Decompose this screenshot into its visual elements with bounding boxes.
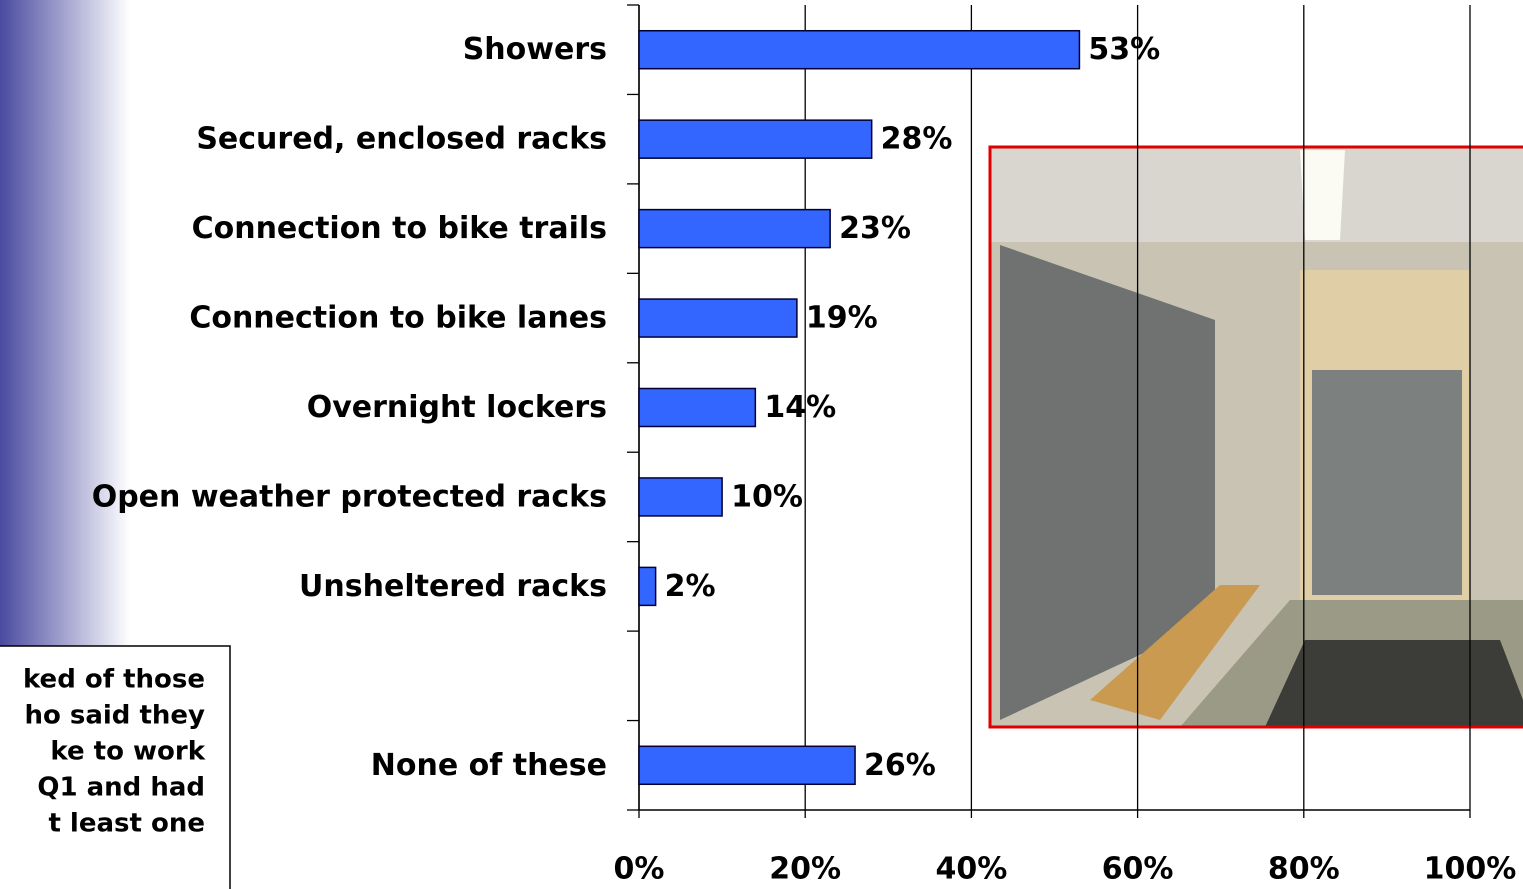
x-tick-label: 40% xyxy=(935,852,1007,887)
bar xyxy=(639,389,755,427)
bar xyxy=(639,567,656,605)
x-tick-label: 0% xyxy=(614,852,665,887)
note-line: Q1 and had xyxy=(37,773,205,803)
y-tick-label: None of these xyxy=(371,748,607,783)
bar xyxy=(639,120,872,158)
note-text: ked of those ho said they ke to work Q1 and… xyxy=(23,665,206,839)
bar xyxy=(639,746,855,784)
y-tick-label: Showers xyxy=(463,32,607,67)
note-line: ho said they xyxy=(24,701,205,731)
x-tick-label: 80% xyxy=(1268,852,1340,887)
y-tick-label: Connection to bike trails xyxy=(192,211,607,246)
value-label: 23% xyxy=(839,211,911,246)
value-label: 10% xyxy=(731,479,803,514)
photo xyxy=(990,147,1523,727)
note-box: ked of those ho said they ke to work Q1 and… xyxy=(0,646,230,889)
value-label: 2% xyxy=(665,569,716,604)
y-tick-label: Connection to bike lanes xyxy=(189,301,607,336)
y-tick-label: Unsheltered racks xyxy=(299,569,607,604)
photo-ceiling xyxy=(990,147,1523,242)
note-line: t least one xyxy=(48,809,205,839)
x-tick-label: 60% xyxy=(1102,852,1174,887)
y-tick-label: Overnight lockers xyxy=(307,390,607,425)
x-tick-label: 20% xyxy=(769,852,841,887)
value-label: 53% xyxy=(1088,32,1160,67)
photo-light xyxy=(1300,150,1345,240)
y-tick-label: Secured, enclosed racks xyxy=(196,122,607,157)
bar xyxy=(639,210,830,248)
note-line: ke to work xyxy=(50,737,205,767)
value-label: 28% xyxy=(881,122,953,157)
x-tick-label: 100% xyxy=(1424,852,1517,887)
bar xyxy=(639,478,722,516)
y-tick-label: Open weather protected racks xyxy=(92,479,607,514)
bar xyxy=(639,31,1079,69)
value-label: 19% xyxy=(806,301,878,336)
note-line: ked of those xyxy=(23,665,205,695)
photo-door xyxy=(1312,370,1462,595)
bar xyxy=(639,299,797,337)
value-label: 26% xyxy=(864,748,936,783)
value-label: 14% xyxy=(764,390,836,425)
slide: ked of those ho said they ke to work Q1 and… xyxy=(0,0,1523,889)
